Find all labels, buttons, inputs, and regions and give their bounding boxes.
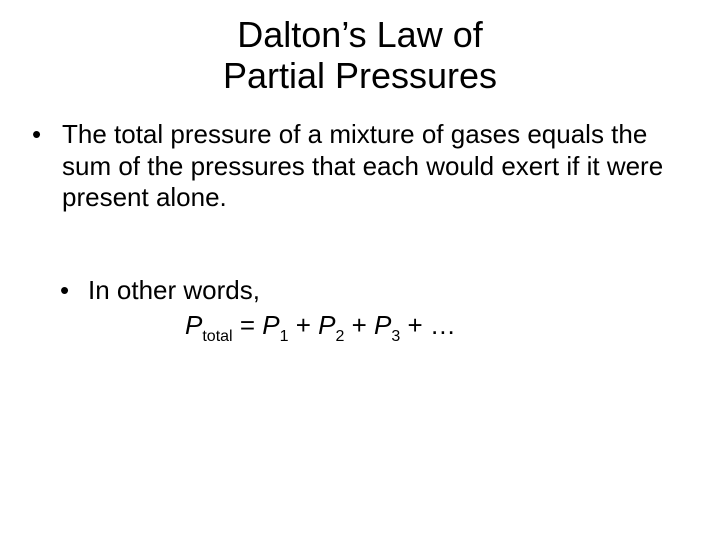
slide-body: • The total pressure of a mixture of gas… xyxy=(0,97,720,346)
formula: Ptotal = P1 + P2 + P3 + … xyxy=(30,310,690,345)
title-line-1: Dalton’s Law of xyxy=(237,14,482,55)
sub-total: total xyxy=(202,328,232,345)
var-P: P xyxy=(374,310,391,340)
title-line-2: Partial Pressures xyxy=(223,55,497,96)
slide-title: Dalton’s Law of Partial Pressures xyxy=(0,0,720,97)
bullet-dot-icon: • xyxy=(30,119,62,214)
sub-1: 1 xyxy=(280,328,289,345)
bullet-dot-icon: • xyxy=(60,274,88,307)
slide: Dalton’s Law of Partial Pressures • The … xyxy=(0,0,720,540)
var-P: P xyxy=(262,310,279,340)
sub-2: 2 xyxy=(335,328,344,345)
bullet-level-1: • The total pressure of a mixture of gas… xyxy=(30,119,690,214)
sub-3: 3 xyxy=(391,328,400,345)
bullet-2-text: In other words, xyxy=(88,274,260,307)
bullet-level-2: • In other words, xyxy=(30,274,690,307)
var-P: P xyxy=(318,310,335,340)
tail: + … xyxy=(400,310,456,340)
plus: + xyxy=(344,310,374,340)
var-P: P xyxy=(185,310,202,340)
plus: + xyxy=(288,310,318,340)
equals: = xyxy=(233,310,263,340)
bullet-1-text: The total pressure of a mixture of gases… xyxy=(62,119,690,214)
